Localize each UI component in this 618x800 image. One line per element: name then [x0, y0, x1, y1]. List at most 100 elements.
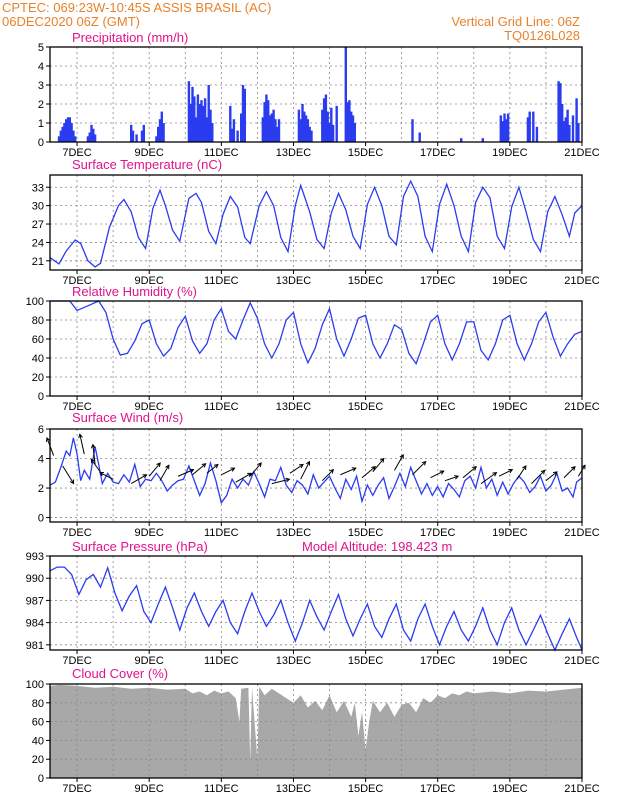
station-header: CPTEC: 069:23W-10:45S ASSIS BRASIL (AC)	[2, 0, 272, 15]
precipitation-bar	[350, 111, 353, 142]
y-tick-label: 20	[32, 372, 44, 384]
x-tick-label: 11DEC	[204, 275, 239, 287]
precipitation-bar	[57, 136, 61, 142]
vertical-grid-header: Vertical Grid Line: 06Z	[451, 14, 580, 29]
x-tick-label: 11DEC	[204, 655, 239, 667]
wind-vector	[516, 465, 527, 480]
precipitation-bar	[575, 98, 578, 142]
precipitation-bar	[328, 123, 331, 142]
precipitation-bar	[130, 124, 133, 142]
x-tick-label: 15DEC	[348, 783, 384, 795]
precipitation-bar	[207, 85, 210, 142]
y-tick-label: 987	[26, 595, 44, 607]
x-tick-label: 15DEC	[348, 527, 384, 539]
precipitation-bar	[505, 119, 508, 142]
x-tick-label: 7DEC	[62, 401, 91, 413]
x-tick-label: 21DEC	[564, 783, 600, 795]
wind-vector	[462, 466, 477, 479]
precipitation-bar	[211, 123, 214, 142]
precipitation-panel: Precipitation (mm/h) 0 1 2 3 4 5 7DEC 9DEC 11DEC 1…	[38, 30, 600, 159]
precipitation-bar	[348, 100, 351, 142]
cloud-panel: Cloud Cover (%) 0 20 40 60 80 100 7DEC 9DEC 11DEC…	[26, 666, 600, 795]
wind-vector-head	[421, 460, 427, 466]
precipitation-bar	[506, 113, 510, 142]
precipitation-bar	[93, 134, 97, 142]
wind-vector	[340, 467, 356, 476]
wind-vector-head	[230, 467, 236, 472]
precipitation-bar	[566, 109, 569, 142]
precipitation-bar	[200, 100, 203, 142]
x-tick-label: 15DEC	[348, 147, 384, 159]
precipitation-bar	[135, 134, 138, 142]
precipitation-bar	[193, 96, 196, 142]
x-tick-label: 17DEC	[420, 147, 456, 159]
x-tick-label: 11DEC	[204, 147, 239, 159]
precipitation-bar	[209, 109, 212, 142]
x-tick-label: 11DEC	[204, 401, 239, 413]
wind-vector	[545, 471, 558, 482]
wind-vector-head	[247, 472, 253, 478]
wind-vector-head	[351, 467, 357, 472]
x-tick-label: 21DEC	[564, 527, 600, 539]
wind-vector	[249, 462, 262, 477]
precipitation-bar	[297, 109, 301, 142]
cloud-cover-area	[50, 684, 582, 778]
precipitation-bar	[299, 119, 302, 142]
precipitation-title: Precipitation (mm/h)	[72, 30, 188, 45]
wind-vector-head	[78, 433, 83, 439]
precipitation-bar	[202, 105, 205, 142]
precipitation-bar	[236, 130, 239, 142]
wind-vector-head	[329, 468, 335, 474]
y-tick-label: 80	[32, 315, 44, 327]
precipitation-bar	[243, 88, 246, 142]
y-tick-label: 33	[32, 182, 44, 194]
wind-vector-head	[90, 443, 96, 449]
precipitation-bar	[158, 119, 162, 142]
wind-vector-head	[379, 457, 385, 463]
precipitation-bar	[196, 94, 200, 142]
wind-vector-head	[508, 468, 514, 474]
y-tick-label: 30	[32, 201, 44, 213]
x-tick-label: 13DEC	[276, 275, 312, 287]
x-tick-label: 11DEC	[204, 527, 239, 539]
wind-vector-head	[540, 469, 546, 475]
model-code-header: TQ0126L028	[504, 28, 580, 43]
wind-vector	[361, 466, 376, 479]
precipitation-bar	[532, 111, 535, 142]
wind-vector-head	[189, 468, 195, 474]
precipitation-bar	[59, 130, 62, 142]
x-tick-label: 7DEC	[62, 655, 91, 667]
precipitation-bar	[562, 121, 566, 142]
wind-title: Surface Wind (m/s)	[72, 410, 183, 425]
x-tick-label: 19DEC	[492, 527, 528, 539]
wind-vector	[62, 465, 75, 484]
precipitation-bar	[90, 124, 93, 142]
x-tick-label: 11DEC	[204, 783, 239, 795]
precipitation-bar	[194, 117, 198, 142]
wind-vector	[235, 472, 252, 483]
wind-vector	[498, 469, 513, 477]
wind-vector-head	[98, 471, 104, 477]
precipitation-bar	[321, 109, 324, 142]
y-tick-label: 3	[38, 80, 44, 92]
precipitation-bar	[160, 111, 163, 142]
precipitation-bar	[326, 111, 329, 142]
precipitation-bar	[526, 117, 530, 142]
pressure-panel: Surface Pressure (hPa) Model Altitude: 19…	[26, 539, 600, 667]
x-tick-label: 13DEC	[276, 783, 312, 795]
wind-vector-head	[305, 460, 311, 466]
x-tick-label: 19DEC	[492, 147, 528, 159]
y-tick-label: 20	[32, 754, 44, 766]
wind-vector	[148, 462, 161, 477]
precipitation-bar	[303, 111, 306, 142]
precipitation-bar	[263, 102, 266, 142]
precipitation-bar	[324, 94, 328, 142]
precipitation-bar	[142, 124, 145, 142]
x-tick-label: 17DEC	[420, 783, 456, 795]
x-tick-label: 21DEC	[564, 275, 600, 287]
x-tick-label: 19DEC	[492, 783, 528, 795]
precipitation-bar	[501, 121, 504, 142]
precipitation-bar	[276, 126, 279, 142]
wind-vector	[192, 463, 206, 476]
precipitation-bar	[131, 130, 135, 142]
